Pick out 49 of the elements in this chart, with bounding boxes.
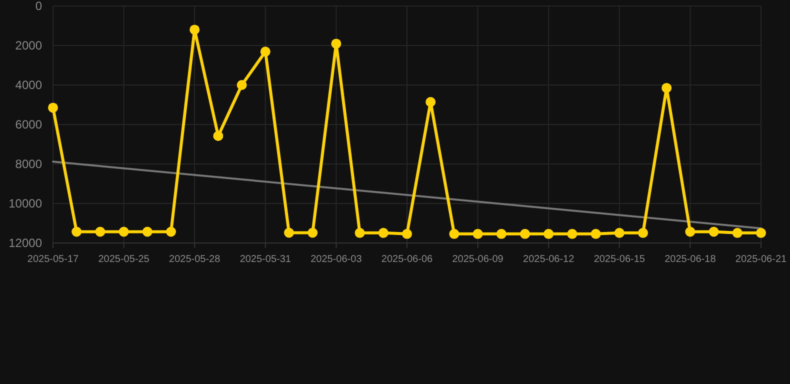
point [72,226,82,237]
x-tick-label: 2025-06-15 [594,254,646,265]
x-tick-label: 2025-05-25 [98,254,150,265]
y-tick-label: 2000 [15,38,42,53]
point [236,80,247,90]
point [378,228,388,238]
x-tick-label: 2025-05-17 [27,254,80,265]
x-tick-label: 2025-06-03 [310,254,362,265]
point [260,46,270,57]
point [402,228,412,239]
point [190,24,200,35]
point [662,82,672,93]
point [567,228,578,239]
point [708,226,719,237]
x-tick-label: 2025-05-28 [169,254,221,265]
x-tick-label: 2025-06-12 [523,254,575,265]
point [426,96,436,107]
point [284,228,294,238]
x-tick-label: 2025-06-18 [664,254,716,265]
x-tick-label: 2025-06-06 [381,254,434,265]
point [756,228,766,238]
y-tick-label: 6000 [15,118,42,132]
x-tick-label: 2025-06-21 [735,254,788,265]
point [520,228,530,239]
y-tick-label: 10000 [8,196,42,211]
point [496,228,506,239]
y-tick-label: 0 [35,0,42,14]
point [590,228,601,239]
y-tick-label: 12000 [8,236,42,250]
point [48,102,58,113]
y-tick-label: 8000 [15,157,42,172]
point [354,228,365,238]
y-tick-label: 4000 [15,78,42,92]
point [331,38,342,49]
point [732,228,742,238]
point [308,228,318,238]
point [142,226,152,237]
point [472,228,483,239]
point [213,130,224,141]
point [614,228,624,238]
point [638,228,648,238]
point [449,228,460,239]
point [166,226,176,237]
point [95,226,106,237]
point [118,226,129,237]
point [685,226,696,237]
point [544,228,554,239]
x-tick-label: 2025-06-09 [452,254,504,265]
x-tick-label: 2025-05-31 [240,254,292,265]
